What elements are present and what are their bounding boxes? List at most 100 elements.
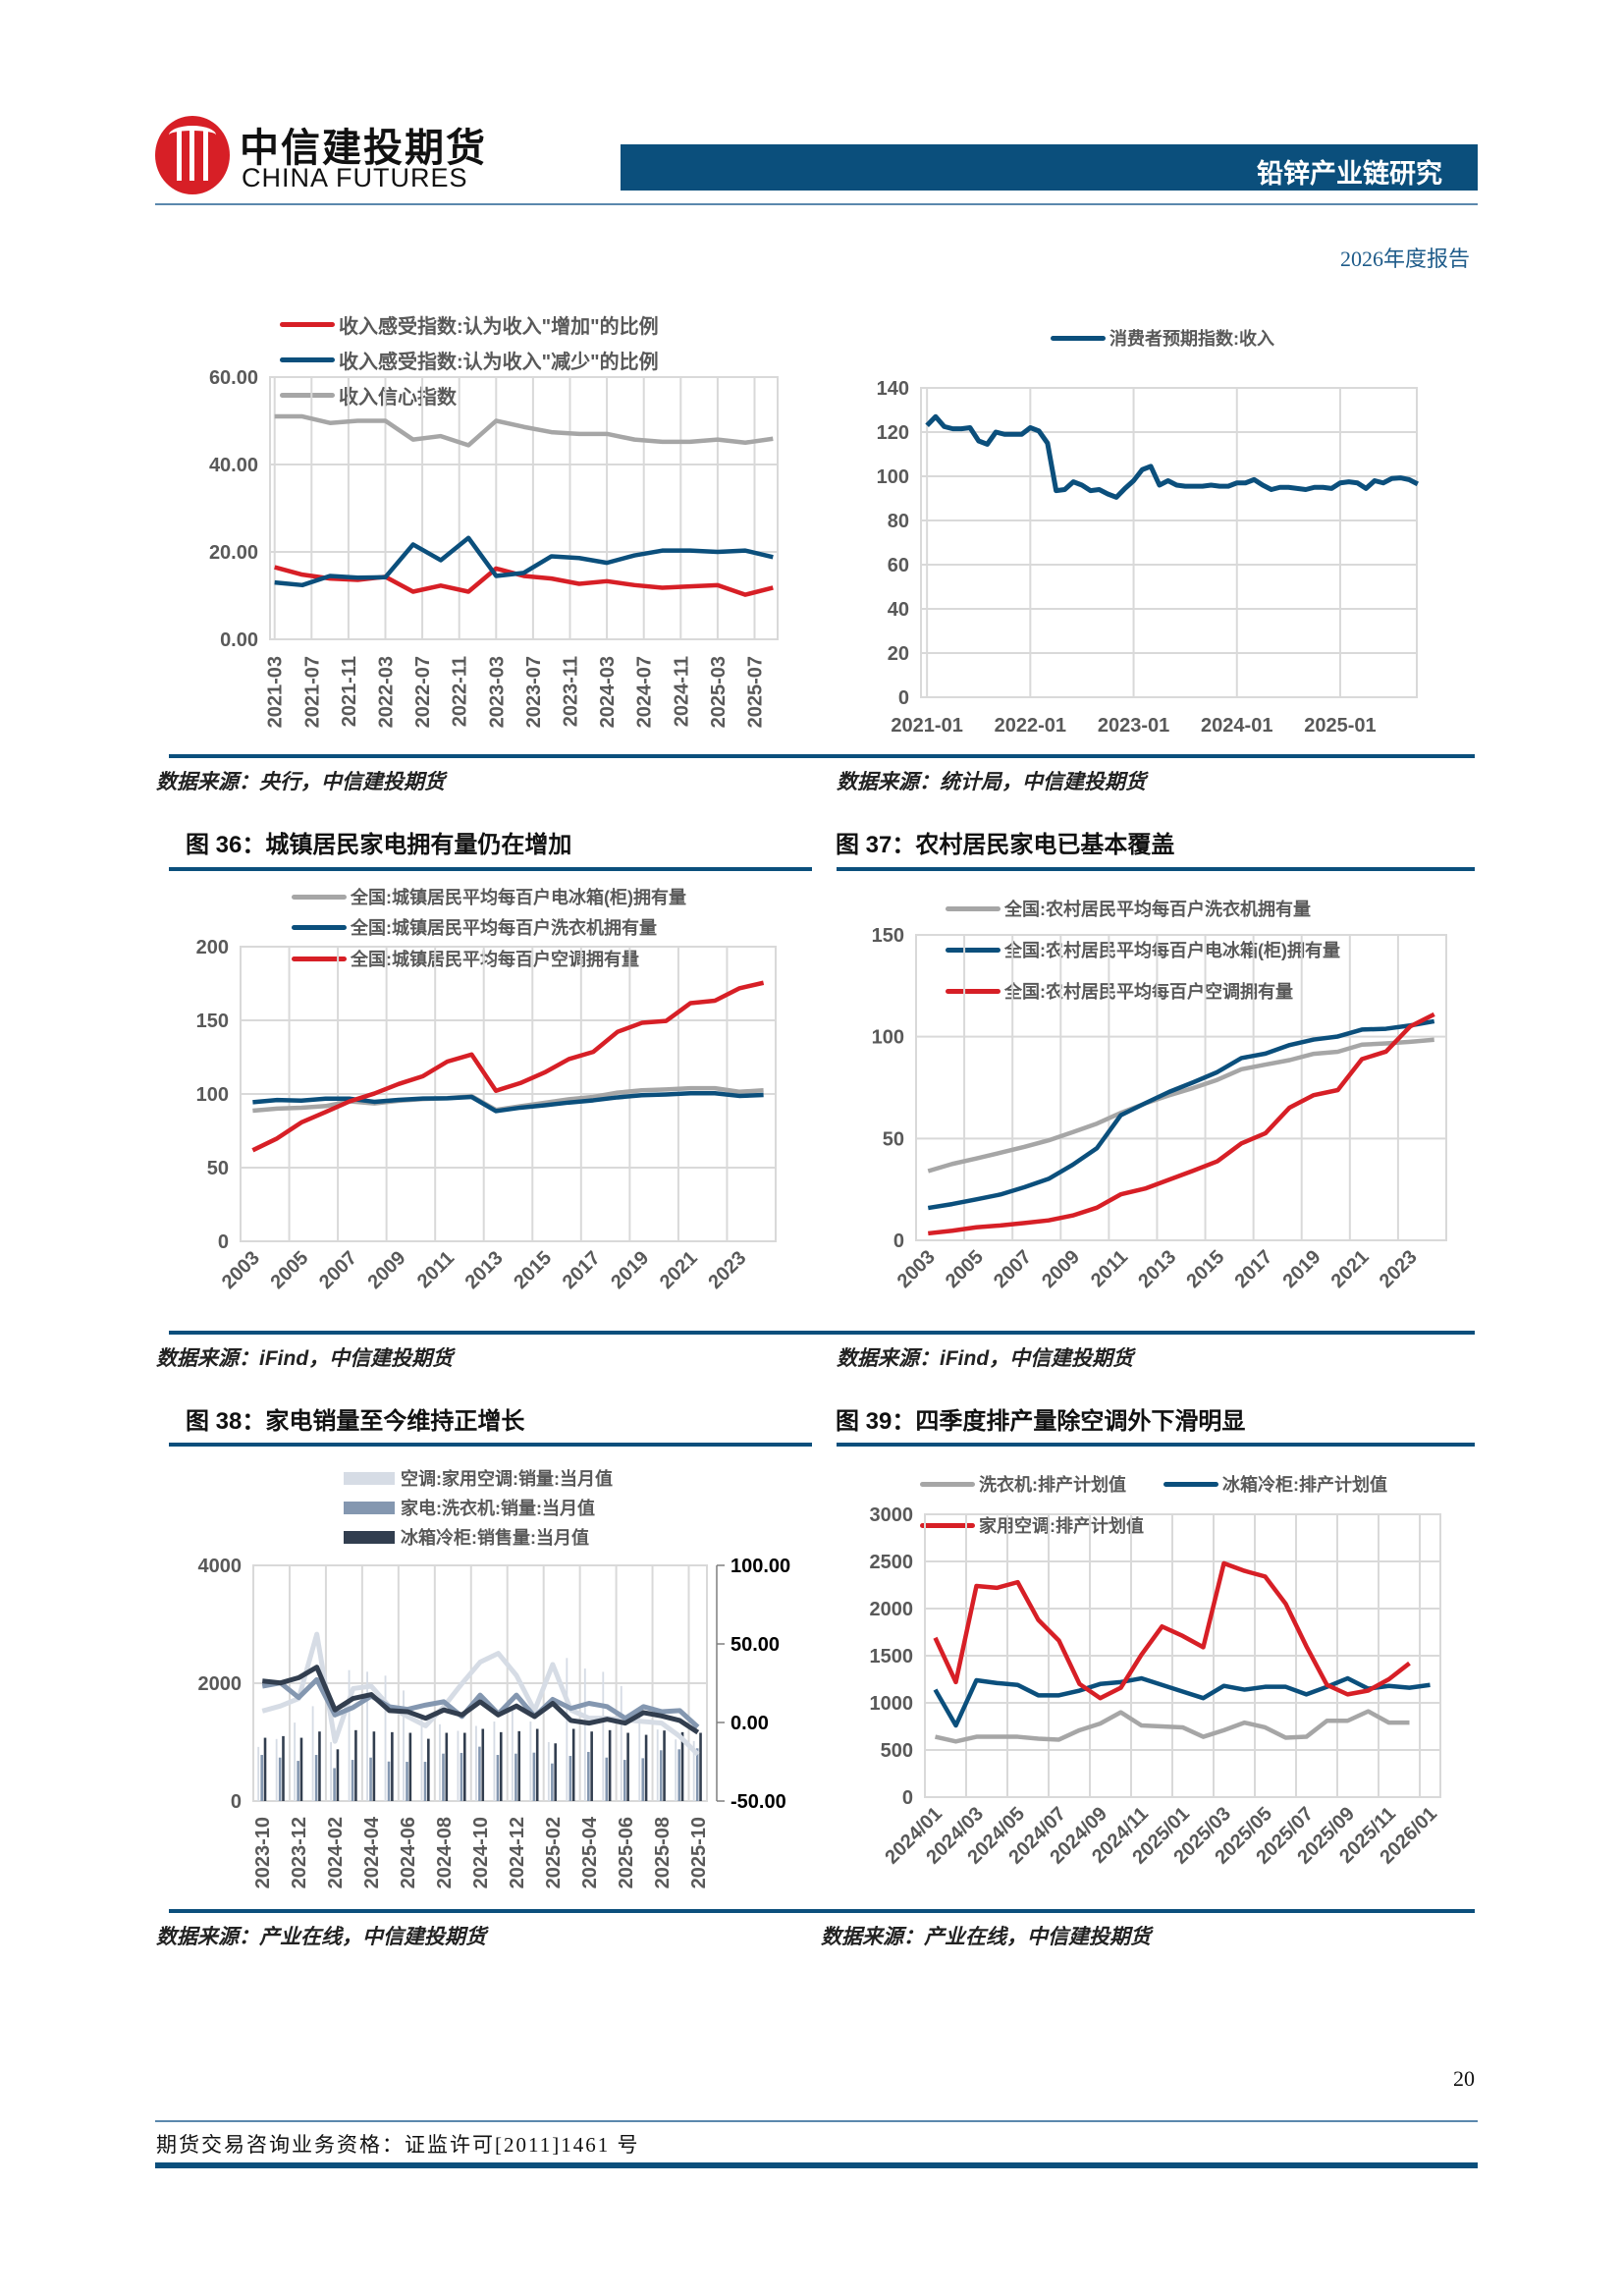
x-tick-label: 2003 bbox=[893, 1246, 940, 1292]
bar bbox=[644, 1734, 648, 1801]
legend-item: 收入感受指数:认为收入"减少"的比例 bbox=[280, 346, 659, 374]
bar bbox=[275, 1738, 278, 1801]
x-tick-label: 2017 bbox=[559, 1247, 605, 1293]
y-tick-label: 1500 bbox=[870, 1646, 914, 1667]
source-note: 数据来源：统计局，中信建投期货 bbox=[837, 771, 1146, 793]
bar bbox=[475, 1725, 477, 1801]
x-tick-label: 2025-08 bbox=[652, 1817, 674, 1888]
source-note: 数据来源：iFind，中信建投期货 bbox=[156, 1347, 454, 1370]
figure-title-39: 图 39：四季度排产量除空调外下滑明显 bbox=[836, 1408, 1246, 1435]
bar bbox=[351, 1760, 354, 1801]
y-tick-label: 150 bbox=[196, 1011, 229, 1032]
x-tick-label: 2015 bbox=[510, 1247, 556, 1293]
x-tick-label: 2005 bbox=[942, 1246, 988, 1292]
series-line bbox=[274, 535, 774, 588]
source-note: 数据来源：产业在线，中信建投期货 bbox=[156, 1926, 486, 1948]
bar bbox=[590, 1731, 593, 1801]
bar bbox=[348, 1669, 351, 1801]
x-tick-label: 2019 bbox=[1279, 1246, 1325, 1292]
x-tick-label: 2009 bbox=[364, 1247, 410, 1293]
legend-item: 家用空调:排产计划值 bbox=[920, 1512, 1144, 1538]
footer-license: 期货交易咨询业务资格：证监许可[2011]1461 号 bbox=[156, 2133, 640, 2157]
y-tick-label: 3000 bbox=[870, 1504, 914, 1526]
y-right-tick-label: 0.00 bbox=[730, 1713, 769, 1734]
x-tick-label: 2022-03 bbox=[376, 656, 398, 728]
y-tick-label: 0 bbox=[898, 687, 909, 709]
legend-item: 收入信心指数 bbox=[280, 381, 457, 410]
y-tick-label: 60.00 bbox=[209, 367, 258, 389]
bar bbox=[605, 1757, 609, 1801]
y-tick-label: 500 bbox=[881, 1740, 913, 1762]
x-tick-label: 2011 bbox=[1087, 1246, 1132, 1291]
x-tick-label: 2015 bbox=[1182, 1246, 1228, 1292]
bar bbox=[602, 1671, 605, 1801]
bar bbox=[493, 1722, 496, 1801]
x-tick-label: 2023 bbox=[704, 1247, 750, 1293]
bar bbox=[547, 1742, 550, 1801]
x-tick-label: 2022-11 bbox=[450, 656, 471, 727]
row1-divider bbox=[169, 754, 1475, 758]
bar bbox=[511, 1707, 514, 1801]
x-tick-label: 2022-01 bbox=[995, 715, 1066, 737]
bar bbox=[535, 1728, 539, 1801]
title-rule bbox=[837, 867, 1475, 871]
bar bbox=[406, 1762, 408, 1801]
bar bbox=[699, 1732, 702, 1801]
bar bbox=[427, 1738, 430, 1801]
title-rule bbox=[169, 867, 812, 871]
legend-label: 全国:农村居民平均每百户电冰箱(柜)拥有量 bbox=[1004, 941, 1340, 960]
x-tick-label: 2003 bbox=[218, 1247, 264, 1293]
legend-item: 收入感受指数:认为收入"增加"的比例 bbox=[280, 310, 659, 339]
bar bbox=[695, 1748, 699, 1801]
header-band: 铅锌产业链研究 bbox=[621, 144, 1478, 191]
series-line bbox=[927, 1037, 1434, 1174]
bar bbox=[330, 1742, 333, 1801]
bar bbox=[583, 1668, 586, 1801]
legend-label: 消费者预期指数:收入 bbox=[1109, 329, 1274, 349]
row2-divider bbox=[169, 1331, 1475, 1335]
bar bbox=[439, 1723, 441, 1801]
x-tick-label: 2024-06 bbox=[398, 1817, 419, 1888]
legend-label: 全国:城镇居民平均每百户空调拥有量 bbox=[351, 950, 639, 969]
x-tick-label: 2025-06 bbox=[616, 1817, 637, 1888]
bar bbox=[442, 1753, 445, 1801]
bar bbox=[626, 1732, 629, 1801]
legend-item: 全国:城镇居民平均每百户电冰箱(柜)拥有量 bbox=[292, 884, 686, 909]
legend-item: 全国:农村居民平均每百户电冰箱(柜)拥有量 bbox=[946, 937, 1340, 962]
x-tick-label: 2025-02 bbox=[543, 1817, 565, 1888]
x-tick-label: 2007 bbox=[315, 1247, 361, 1293]
legend-item: 空调:家用空调:销量:当月值 bbox=[344, 1465, 613, 1491]
x-tick-label: 2024-04 bbox=[361, 1816, 383, 1888]
bar bbox=[408, 1732, 412, 1801]
y-tick-label: 200 bbox=[196, 937, 229, 958]
y-tick-label: 2000 bbox=[198, 1673, 243, 1695]
x-tick-label: 2021-11 bbox=[339, 656, 360, 727]
x-tick-label: 2022-07 bbox=[412, 656, 434, 728]
y-tick-label: 150 bbox=[872, 925, 904, 947]
legend-label: 家电:洗衣机:销量:当月值 bbox=[401, 1499, 595, 1518]
bar bbox=[460, 1752, 463, 1801]
series-line bbox=[252, 1091, 764, 1114]
bar bbox=[481, 1728, 485, 1801]
figure-title-38: 图 38：家电销量至今维持正增长 bbox=[186, 1408, 525, 1435]
y-tick-label: 60 bbox=[888, 555, 909, 576]
bar bbox=[297, 1761, 299, 1801]
chart-urban-appliances: 0 50 100 150 200 2003 2005 2007 2009 2011 2013 2015… bbox=[196, 937, 777, 1293]
bar bbox=[366, 1671, 368, 1801]
bar bbox=[278, 1757, 282, 1801]
bar bbox=[571, 1728, 575, 1801]
bar-series bbox=[260, 1746, 699, 1801]
bar bbox=[692, 1740, 695, 1801]
x-tick-label: 2013 bbox=[1134, 1246, 1180, 1292]
logo-chinese-name: 中信建投期货 bbox=[240, 127, 487, 170]
y-tick-label: 50 bbox=[883, 1128, 904, 1150]
series-line bbox=[933, 1560, 1411, 1701]
x-tick-label: 2021 bbox=[656, 1247, 702, 1293]
y-tick-label: 80 bbox=[888, 511, 909, 532]
series-line bbox=[274, 413, 774, 448]
legend-label: 全国:农村居民平均每百户洗衣机拥有量 bbox=[1004, 900, 1311, 919]
y-tick-label: 20 bbox=[888, 643, 909, 665]
x-tick-label: 2007 bbox=[990, 1246, 1036, 1292]
y-tick-label: 100 bbox=[877, 466, 909, 488]
bar bbox=[314, 1755, 318, 1801]
